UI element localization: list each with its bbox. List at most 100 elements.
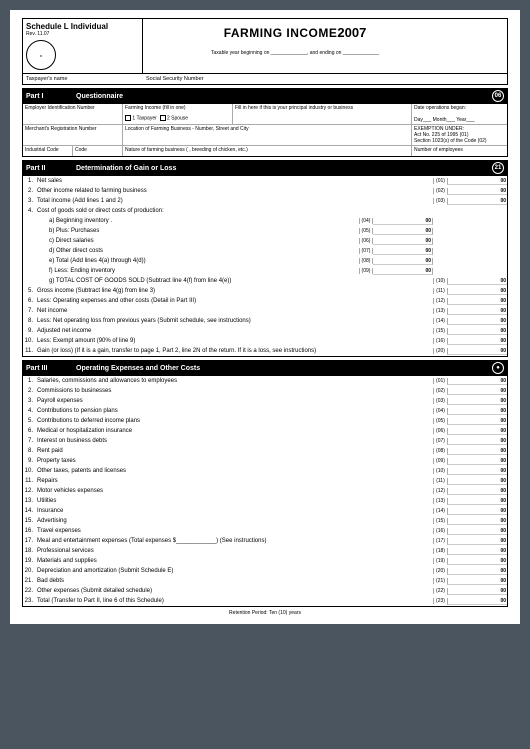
line-amount[interactable]: 00: [447, 328, 507, 335]
dept-seal-icon: ★: [26, 40, 56, 70]
part1-title: Questionnaire: [76, 93, 492, 100]
line-amount[interactable]: 00: [447, 588, 507, 595]
line-amount[interactable]: 00: [373, 238, 433, 245]
line-label: d) Other direct costs: [35, 248, 359, 254]
line-amount[interactable]: 00: [447, 448, 507, 455]
line-label: Total (Transfer to Part II, line 6 of th…: [35, 598, 433, 604]
line-code: (22): [433, 588, 447, 594]
line-amount[interactable]: 00: [447, 508, 507, 515]
line-amount[interactable]: 00: [447, 528, 507, 535]
line-amount[interactable]: 00: [373, 268, 433, 275]
line-number: 8.: [23, 448, 35, 454]
line-label: Cost of goods sold or direct costs of pr…: [35, 208, 359, 214]
part2-label: Part II: [26, 165, 76, 172]
line-number: 8.: [23, 318, 35, 324]
line-amount[interactable]: 00: [447, 398, 507, 405]
line-item: 5.Gross income (Subtract line 4(g) from …: [23, 286, 507, 296]
line-amount[interactable]: 00: [447, 288, 507, 295]
line-amount[interactable]: 00: [447, 568, 507, 575]
line-amount[interactable]: 00: [447, 488, 507, 495]
line-amount[interactable]: 00: [447, 548, 507, 555]
line-item: 7.Net income(13)00: [23, 306, 507, 316]
line-amount[interactable]: 00: [373, 218, 433, 225]
line-number: 20.: [23, 568, 35, 574]
line-label: b) Plus: Purchases: [35, 228, 359, 234]
line-code: (07): [359, 248, 373, 254]
line-code: (20): [433, 348, 447, 354]
line-amount[interactable]: 00: [447, 348, 507, 355]
line-number: 7.: [23, 308, 35, 314]
line-code: (03): [433, 398, 447, 404]
schedule-title: Schedule L Individual: [26, 22, 139, 31]
line-amount[interactable]: 00: [447, 178, 507, 185]
line-amount[interactable]: 00: [447, 518, 507, 525]
line-label: Materials and supplies: [35, 558, 433, 564]
line-item: 8.Rent paid(08)00: [23, 446, 507, 456]
taxpayer-name-label: Taxpayer's name: [26, 76, 146, 82]
line-code: (05): [359, 228, 373, 234]
line-label: Adjusted net income: [35, 328, 359, 334]
line-code: (01): [433, 178, 447, 184]
line-item: 23.Total (Transfer to Part II, line 6 of…: [23, 596, 507, 606]
line-amount[interactable]: 00: [447, 468, 507, 475]
part3-badge: ●: [492, 362, 504, 374]
line-code: (19): [433, 558, 447, 564]
line-amount[interactable]: 00: [447, 308, 507, 315]
line-amount[interactable]: 00: [373, 248, 433, 255]
line-number: 13.: [23, 498, 35, 504]
line-item: e) Total (Add lines 4(a) through 4(d))(0…: [23, 256, 507, 266]
line-amount[interactable]: 00: [447, 188, 507, 195]
line-label: Contributions to pension plans: [35, 408, 433, 414]
line-amount[interactable]: 00: [447, 318, 507, 325]
principal-industry-label: Fill in here if this is your principal i…: [233, 104, 412, 124]
line-code: (12): [433, 298, 447, 304]
day-label: Day: [414, 117, 423, 123]
line-label: Contributions to deferred income plans: [35, 418, 433, 424]
line-amount[interactable]: 00: [447, 498, 507, 505]
line-amount[interactable]: 00: [447, 478, 507, 485]
line-item: 19.Materials and supplies(19)00: [23, 556, 507, 566]
taxpayer-checkbox[interactable]: [125, 115, 131, 121]
line-amount[interactable]: 00: [447, 378, 507, 385]
line-number: 14.: [23, 508, 35, 514]
line-amount[interactable]: 00: [447, 418, 507, 425]
line-label: Less: Operating expenses and other costs…: [35, 298, 359, 304]
line-amount[interactable]: 00: [447, 438, 507, 445]
line-number: 10.: [23, 338, 35, 344]
line-amount[interactable]: 00: [447, 278, 507, 285]
spouse-checkbox[interactable]: [160, 115, 166, 121]
line-label: Motor vehicles expenses: [35, 488, 433, 494]
line-number: 5.: [23, 288, 35, 294]
line-number: 2.: [23, 188, 35, 194]
line-amount[interactable]: 00: [447, 198, 507, 205]
line-amount[interactable]: 00: [447, 598, 507, 605]
line-number: 9.: [23, 458, 35, 464]
line-amount[interactable]: 00: [447, 338, 507, 345]
line-amount[interactable]: 00: [447, 298, 507, 305]
line-label: Total income (Add lines 1 and 2): [35, 198, 359, 204]
line-code: (12): [433, 488, 447, 494]
line-amount[interactable]: 00: [447, 428, 507, 435]
line-number: 7.: [23, 438, 35, 444]
line-code: (09): [433, 458, 447, 464]
line-amount[interactable]: 00: [447, 408, 507, 415]
part2-badge: 21: [492, 162, 504, 174]
line-amount[interactable]: 00: [373, 228, 433, 235]
line-code: (23): [433, 598, 447, 604]
line-amount[interactable]: 00: [447, 578, 507, 585]
part3-lines: 1.Salaries, commissions and allowances t…: [22, 376, 508, 607]
line-label: g) TOTAL COST OF GOODS SOLD (Subtract li…: [35, 278, 359, 284]
line-code: (15): [433, 328, 447, 334]
part1-header: Part I Questionnaire 06: [22, 88, 508, 104]
part1-label: Part I: [26, 93, 76, 100]
line-item: 1.Net sales(01)00: [23, 176, 507, 186]
line-item: c) Direct salaries(06)00: [23, 236, 507, 246]
line-label: Other income related to farming business: [35, 188, 359, 194]
line-amount[interactable]: 00: [373, 258, 433, 265]
part2-title: Determination of Gain or Loss: [76, 165, 492, 172]
line-amount[interactable]: 00: [447, 558, 507, 565]
line-amount[interactable]: 00: [447, 458, 507, 465]
taxable-year-line: Taxable year beginning on _____________,…: [146, 50, 444, 56]
line-amount[interactable]: 00: [447, 538, 507, 545]
line-amount[interactable]: 00: [447, 388, 507, 395]
